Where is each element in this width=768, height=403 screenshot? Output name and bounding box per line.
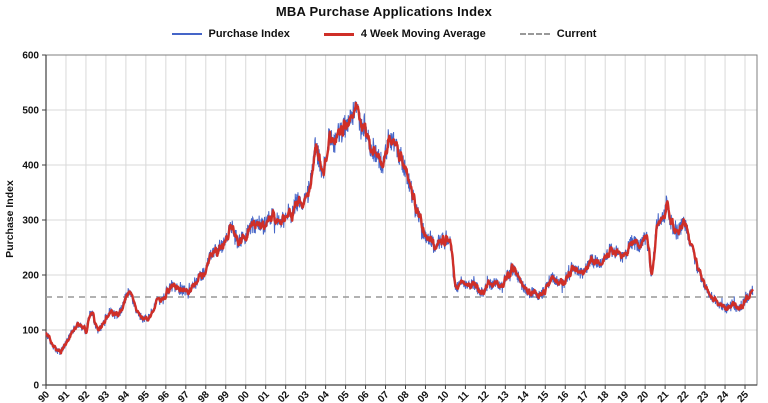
- x-tick-label: 99: [216, 389, 232, 403]
- x-tick-label: 08: [396, 389, 412, 403]
- x-tick-label: 10: [436, 389, 452, 403]
- moving-average-line: [45, 101, 754, 355]
- x-tick-label: 16: [556, 389, 572, 403]
- x-tick-label: 12: [476, 389, 492, 403]
- x-tick-label: 92: [76, 389, 92, 403]
- x-tick-label: 00: [236, 389, 252, 403]
- x-tick-label: 07: [376, 389, 392, 403]
- purchase-index-line-swatch: [171, 33, 202, 35]
- x-tick-label: 04: [316, 389, 332, 403]
- y-tick-label: 200: [22, 271, 39, 282]
- x-tick-label: 15: [536, 389, 552, 403]
- x-tick-label: 13: [496, 389, 512, 403]
- x-tick-label: 25: [735, 389, 751, 403]
- x-tick-label: 94: [116, 389, 132, 403]
- x-tick-label: 11: [456, 389, 472, 403]
- x-tick-label: 93: [96, 389, 112, 403]
- x-tick-label: 23: [695, 389, 711, 403]
- legend-item-moving-average: 4 Week Moving Average: [323, 28, 486, 40]
- x-tick-label: 97: [176, 389, 192, 403]
- current-line-swatch: [519, 33, 550, 35]
- legend-item-current: Current: [519, 28, 597, 40]
- y-tick-label: 100: [22, 326, 39, 337]
- legend-label: Current: [556, 28, 597, 40]
- y-tick-labels: 0 100 200 300 400 500 600: [22, 51, 46, 392]
- x-tick-label: 06: [356, 389, 372, 403]
- x-tick-label: 03: [296, 389, 312, 403]
- x-tick-label: 95: [136, 389, 152, 403]
- chart-title: MBA Purchase Applications Index: [275, 4, 493, 19]
- y-tick-label: 0: [33, 381, 39, 392]
- x-tick-label: 09: [416, 389, 432, 403]
- x-tick-label: 05: [336, 389, 352, 403]
- x-tick-label: 98: [196, 389, 212, 403]
- y-tick-label: 500: [22, 106, 39, 117]
- x-tick-label: 17: [576, 389, 592, 403]
- purchase-index-line: [45, 100, 754, 355]
- y-tick-label: 400: [22, 161, 39, 172]
- x-tick-label: 19: [616, 389, 632, 403]
- x-tick-label: 96: [156, 389, 172, 403]
- x-tick-label: 02: [276, 389, 292, 403]
- chart-legend: Purchase Index 4 Week Moving Average Cur…: [0, 26, 768, 42]
- legend-label: 4 Week Moving Average: [360, 28, 486, 40]
- moving-average-line-swatch: [323, 32, 354, 36]
- gridlines: [46, 55, 757, 385]
- x-tick-label: 01: [256, 389, 272, 403]
- x-tick-label: 21: [656, 389, 672, 403]
- x-tick-label: 91: [56, 389, 72, 403]
- y-tick-label: 300: [22, 216, 39, 227]
- x-tick-label: 18: [596, 389, 612, 403]
- x-tick-label: 24: [715, 389, 731, 403]
- x-tick-label: 20: [636, 389, 652, 403]
- y-tick-label: 600: [22, 51, 39, 62]
- legend-item-purchase-index: Purchase Index: [171, 28, 290, 40]
- x-tick-label: 14: [516, 389, 532, 403]
- x-tick-labels: 90 91 92 93 94 95 96 97 98 99 00 01 02 03 04 05 06 07 08 09…: [36, 385, 751, 403]
- x-tick-label: 22: [676, 389, 692, 403]
- legend-label: Purchase Index: [208, 28, 290, 40]
